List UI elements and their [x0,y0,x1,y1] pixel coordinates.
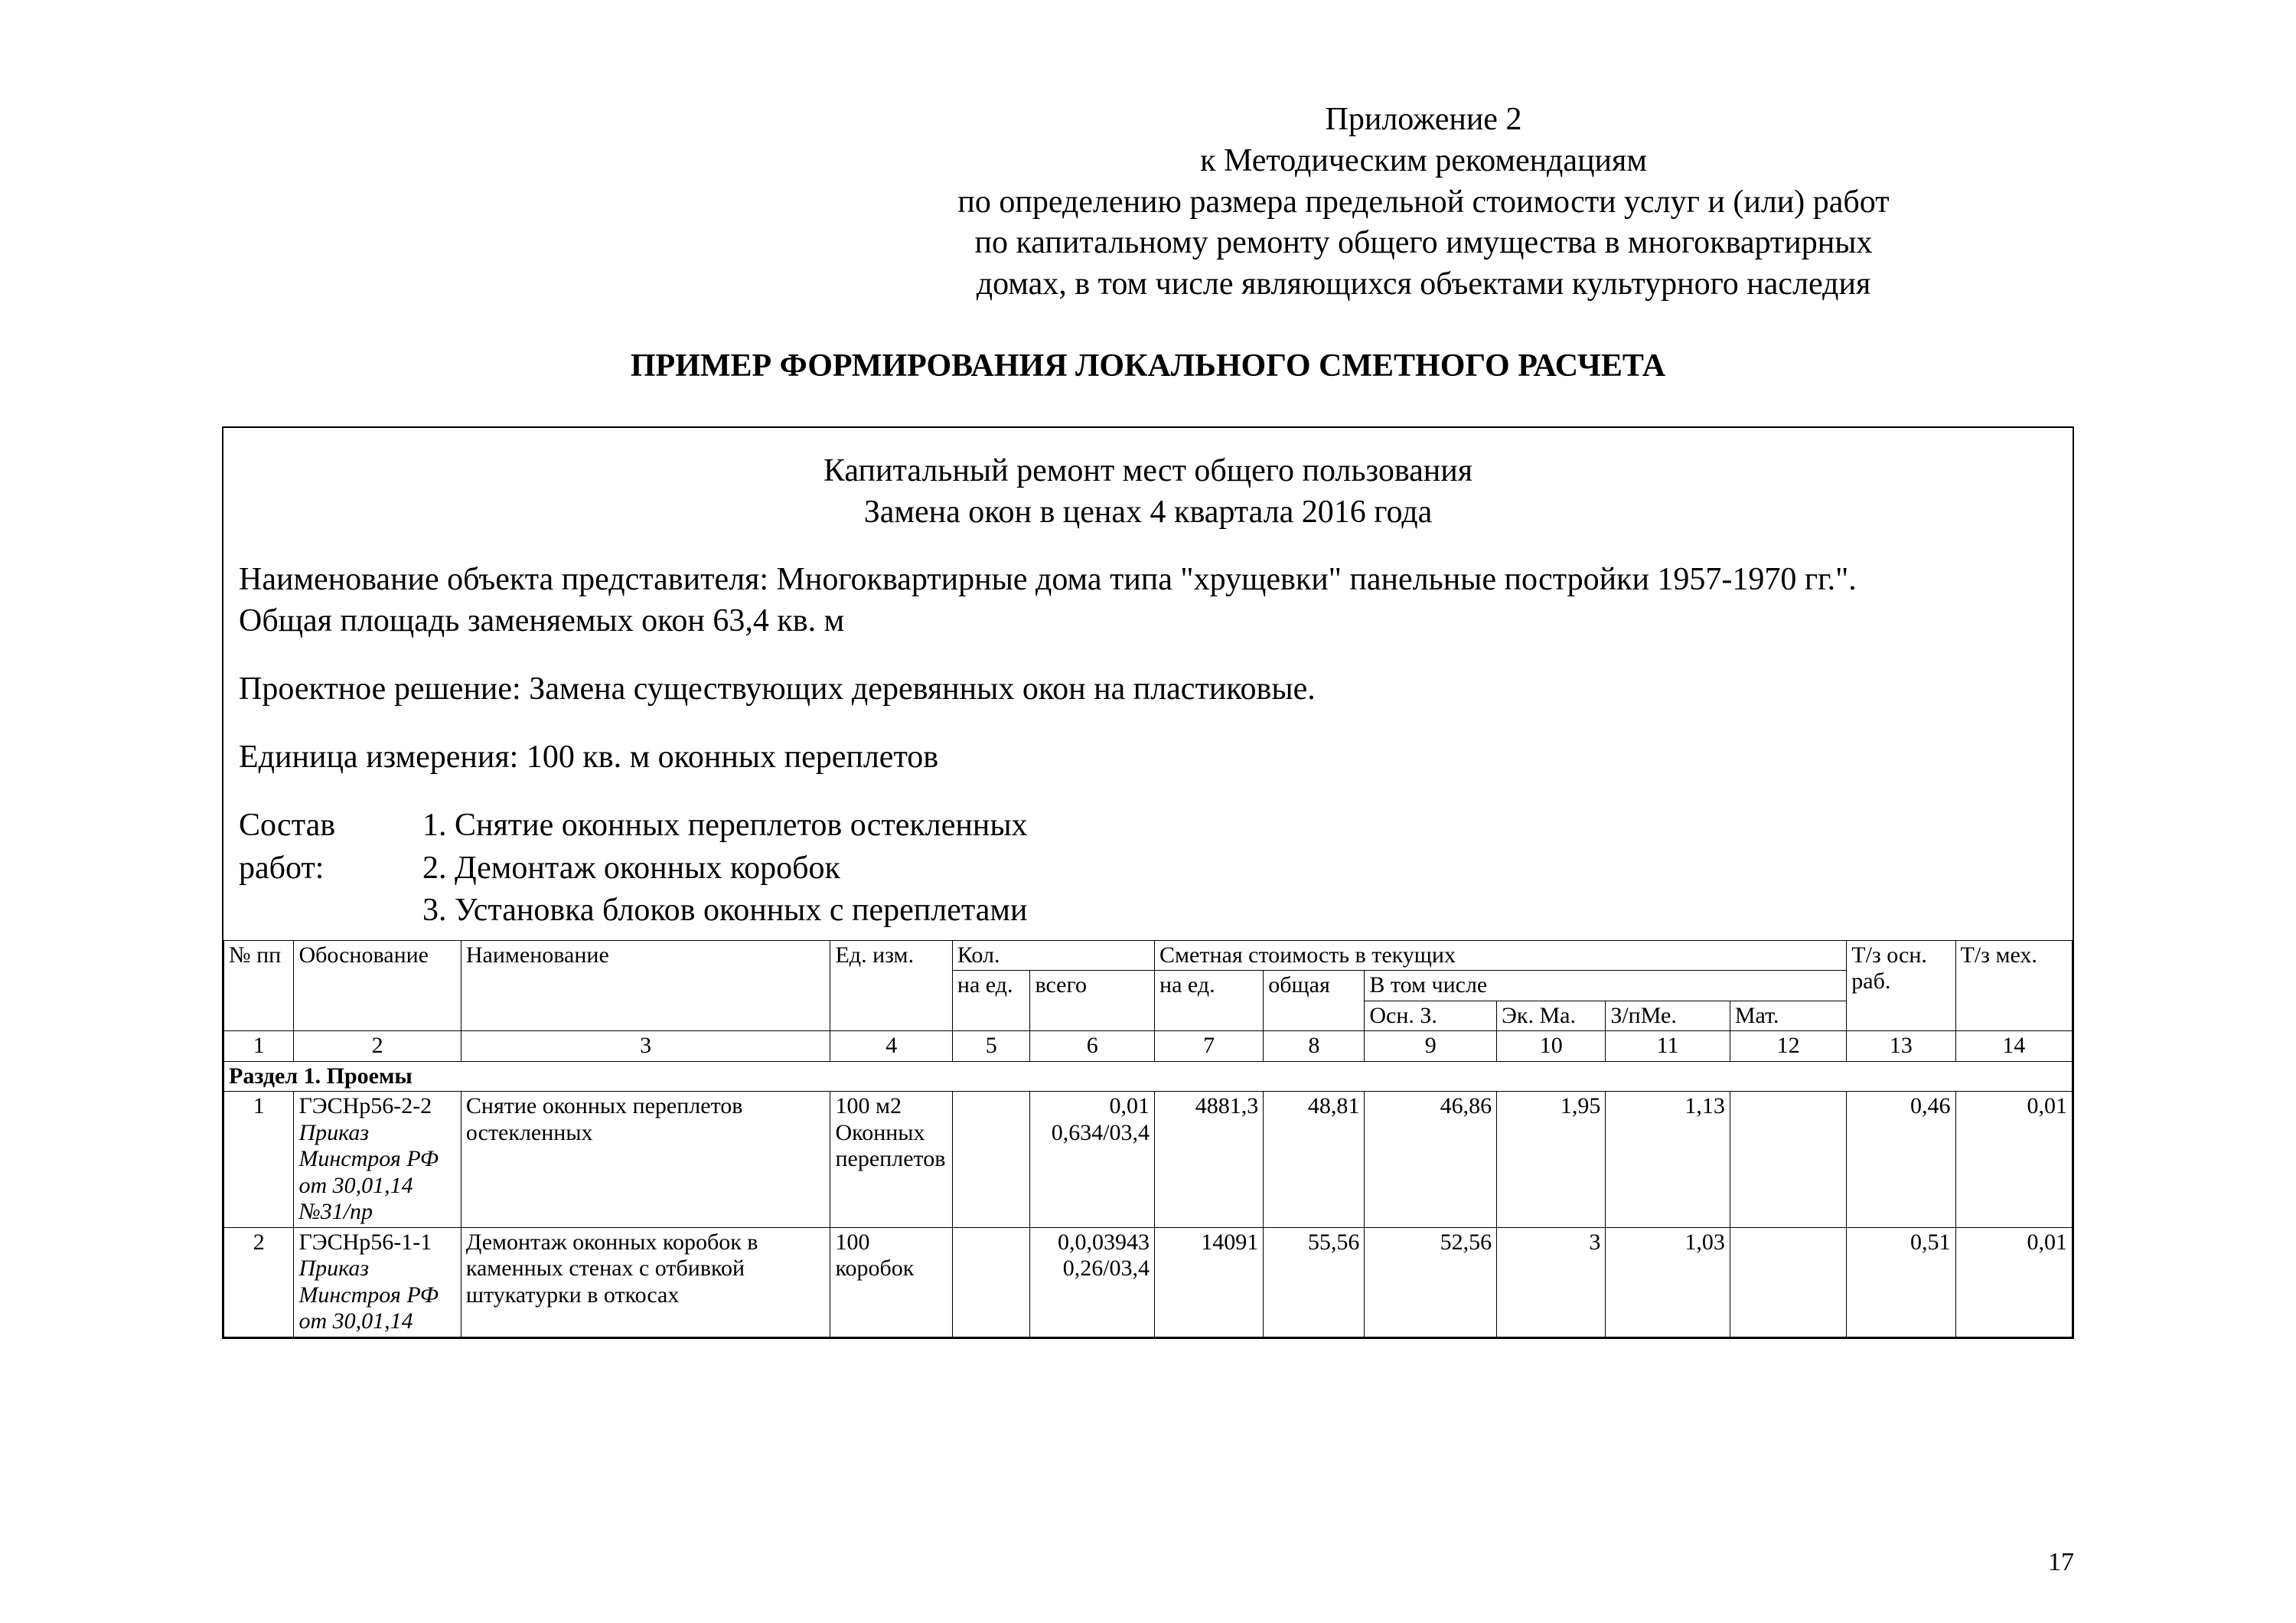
cell-ekm: 1,95 [1497,1092,1606,1228]
page-number: 17 [2048,1548,2074,1577]
col-header: Мат. [1730,1001,1846,1031]
header-line: Приложение 2 [773,100,2074,141]
cell-zpm: 1,03 [1606,1227,1730,1337]
estimate-table: № пп Обоснование Наименование Ед. изм. К… [223,940,2073,1337]
box-heading-line: Капитальный ремонт мест общего пользован… [239,451,2057,492]
cell-unit: 100 м2 Оконных переплетов [830,1092,952,1228]
work-composition-label: Состав работ: [239,805,422,932]
basis-code: ГЭСНр56-2-2 [298,1093,432,1118]
cell-tzm: 0,01 [1955,1227,2073,1337]
cell-ekm: 3 [1497,1227,1606,1337]
measurement-unit: Единица измерения: 100 кв. м оконных пер… [239,737,2057,779]
list-item: 2. Демонтаж оконных коробок [422,847,2057,890]
cell-num: 1 [224,1092,294,1228]
col-header: на ед. [1155,971,1264,1031]
section-row: Раздел 1. Проемы [224,1061,2073,1092]
col-header: Т/з осн. раб. [1847,940,1955,1031]
box-heading-line: Замена окон в ценах 4 квартала 2016 года [239,492,2057,534]
col-num: 6 [1030,1031,1155,1062]
cell-qty-unit [952,1227,1030,1337]
col-num: 5 [952,1031,1030,1062]
header-line: по капитальному ремонту общего имущества… [773,223,2074,264]
work-composition-list: 1. Снятие оконных переплетов остекленных… [422,805,2057,932]
col-header: на ед. [952,971,1030,1031]
col-header: Ед. изм. [830,940,952,1031]
cell-cost-unit: 14091 [1155,1227,1264,1337]
col-header: В том числе [1365,971,1847,1001]
cell-cost-total: 48,81 [1264,1092,1365,1228]
cell-osn: 46,86 [1365,1092,1497,1228]
basis-code: ГЭСНр56-1-1 [298,1229,432,1255]
object-area-text: Общая площадь заменяемых окон 63,4 кв. м [239,603,844,638]
col-num: 9 [1365,1031,1497,1062]
table-row: 1 ГЭСНр56-2-2 Приказ Минстроя РФ от 30,0… [224,1092,2073,1228]
cell-name: Демонтаж оконных коробок в каменных стен… [461,1227,830,1337]
col-num: 7 [1155,1031,1264,1062]
col-header: Т/з мех. [1955,940,2073,1031]
col-header: З/пМе. [1606,1001,1730,1031]
col-num: 10 [1497,1031,1606,1062]
col-header: общая [1264,971,1365,1031]
list-item: 1. Снятие оконных переплетов остекленных [422,805,2057,847]
column-number-row: 1 2 3 4 5 6 7 8 9 10 11 12 13 14 [224,1031,2073,1062]
basis-source: Приказ Минстроя РФ от 30,01,14 №31/пр [298,1120,439,1225]
object-name-text: Наименование объекта представителя: Мног… [239,562,1857,597]
cell-osn: 52,56 [1365,1227,1497,1337]
col-num: 3 [461,1031,830,1062]
col-num: 8 [1264,1031,1365,1062]
appendix-header: Приложение 2 к Методическим рекомендация… [773,100,2074,305]
table-row: 2 ГЭСНр56-1-1 Приказ Минстроя РФ от 30,0… [224,1227,2073,1337]
col-header: Сметная стоимость в текущих [1155,940,1847,971]
cell-basis: ГЭСНр56-2-2 Приказ Минстроя РФ от 30,01,… [294,1092,461,1228]
basis-source: Приказ Минстроя РФ от 30,01,14 [298,1256,439,1334]
col-num: 14 [1955,1031,2073,1062]
col-header: Эк. Ма. [1497,1001,1606,1031]
col-header: № пп [224,940,294,1031]
col-num: 12 [1730,1031,1846,1062]
label-text: Состав [239,808,335,843]
cell-name: Снятие оконных переплетов остекленных [461,1092,830,1228]
cell-cost-unit: 4881,3 [1155,1092,1264,1228]
cell-cost-total: 55,56 [1264,1227,1365,1337]
cell-qty-total: 0,0,03943 0,26/03,4 [1030,1227,1155,1337]
table-header: № пп Обоснование Наименование Ед. изм. К… [224,940,2073,1061]
col-header: Обоснование [294,940,461,1031]
work-composition: Состав работ: 1. Снятие оконных переплет… [239,805,2057,932]
cell-qty-total: 0,01 0,634/03,4 [1030,1092,1155,1228]
header-line: домах, в том числе являющихся объектами … [773,264,2074,305]
col-num: 4 [830,1031,952,1062]
col-header: Осн. З. [1365,1001,1497,1031]
cell-mat [1730,1227,1846,1337]
col-num: 2 [294,1031,461,1062]
cell-qty-unit [952,1092,1030,1228]
col-num: 13 [1847,1031,1955,1062]
document-title: ПРИМЕР ФОРМИРОВАНИЯ ЛОКАЛЬНОГО СМЕТНОГО … [222,348,2074,384]
col-header: Наименование [461,940,830,1031]
header-line: к Методическим рекомендациям [773,141,2074,182]
cell-mat [1730,1092,1846,1228]
estimate-box: Капитальный ремонт мест общего пользован… [222,426,2074,1339]
list-item: 3. Установка блоков оконных с переплетам… [422,890,2057,932]
cell-tzo: 0,46 [1847,1092,1955,1228]
project-solution: Проектное решение: Замена существующих д… [239,669,2057,710]
col-num: 1 [224,1031,294,1062]
header-line: по определению размера предельной стоимо… [773,182,2074,224]
cell-tzm: 0,01 [1955,1092,2073,1228]
section-title: Раздел 1. Проемы [224,1061,2073,1092]
label-text: работ: [239,851,324,886]
col-header: всего [1030,971,1155,1031]
cell-num: 2 [224,1227,294,1337]
cell-tzo: 0,51 [1847,1227,1955,1337]
cell-basis: ГЭСНр56-1-1 Приказ Минстроя РФ от 30,01,… [294,1227,461,1337]
cell-zpm: 1,13 [1606,1092,1730,1228]
cell-unit: 100 коробок [830,1227,952,1337]
col-num: 11 [1606,1031,1730,1062]
col-header: Кол. [952,940,1154,971]
object-name: Наименование объекта представителя: Мног… [239,560,2057,642]
